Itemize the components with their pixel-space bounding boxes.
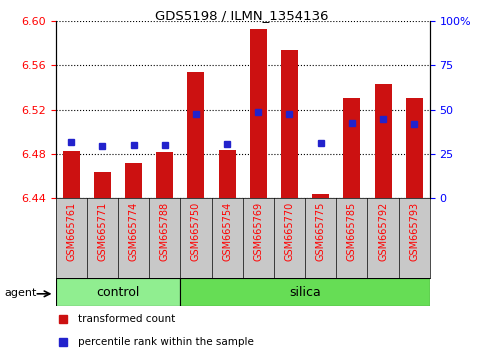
Bar [156,152,173,198]
Text: transformed count: transformed count [78,314,175,325]
Text: GSM665792: GSM665792 [378,201,388,261]
Bar [312,194,329,198]
Bar [180,278,430,306]
Bar [343,98,360,198]
Bar [125,163,142,198]
Bar [250,29,267,198]
Bar [187,72,204,198]
Bar [406,98,423,198]
Bar [374,84,392,198]
Text: GSM665769: GSM665769 [253,201,263,261]
Text: GSM665754: GSM665754 [222,201,232,261]
Text: percentile rank within the sample: percentile rank within the sample [78,337,254,348]
Text: GSM665761: GSM665761 [66,201,76,261]
Text: GSM665770: GSM665770 [284,201,295,261]
Bar [94,172,111,198]
Text: GSM665771: GSM665771 [98,201,107,261]
Text: control: control [96,286,140,298]
Text: GSM665788: GSM665788 [160,201,170,261]
Text: GSM665785: GSM665785 [347,201,357,261]
Bar [281,50,298,198]
Text: GSM665793: GSM665793 [409,201,419,261]
Bar [63,151,80,198]
Bar [218,149,236,198]
Text: GDS5198 / ILMN_1354136: GDS5198 / ILMN_1354136 [155,9,328,22]
Text: GSM665774: GSM665774 [128,201,139,261]
Text: GSM665775: GSM665775 [316,201,326,261]
Bar [56,278,180,306]
Text: GSM665750: GSM665750 [191,201,201,261]
Text: agent: agent [5,288,37,298]
Text: silica: silica [289,286,321,298]
